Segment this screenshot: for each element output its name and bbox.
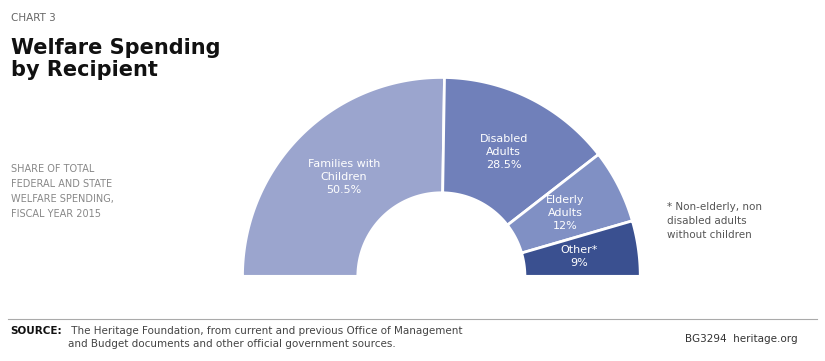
Text: SHARE OF TOTAL
FEDERAL AND STATE
WELFARE SPENDING,
FISCAL YEAR 2015: SHARE OF TOTAL FEDERAL AND STATE WELFARE… <box>11 164 114 219</box>
Text: Families with
Children
50.5%: Families with Children 50.5% <box>308 159 380 195</box>
Polygon shape <box>243 78 445 276</box>
Text: The Heritage Foundation, from current and previous Office of Management
and Budg: The Heritage Foundation, from current an… <box>68 326 462 349</box>
Text: CHART 3: CHART 3 <box>11 13 55 23</box>
Polygon shape <box>443 78 598 225</box>
Polygon shape <box>521 221 640 276</box>
Text: SOURCE:: SOURCE: <box>11 326 63 336</box>
Text: Other*
9%: Other* 9% <box>560 245 598 268</box>
Text: Disabled
Adults
28.5%: Disabled Adults 28.5% <box>479 134 528 170</box>
Text: * Non-elderly, non
disabled adults
without children: * Non-elderly, non disabled adults witho… <box>667 202 761 240</box>
Text: Welfare Spending
by Recipient: Welfare Spending by Recipient <box>11 38 220 80</box>
Text: BG3294  heritage.org: BG3294 heritage.org <box>685 334 798 344</box>
Text: Elderly
Adults
12%: Elderly Adults 12% <box>546 195 585 231</box>
Polygon shape <box>507 155 632 253</box>
